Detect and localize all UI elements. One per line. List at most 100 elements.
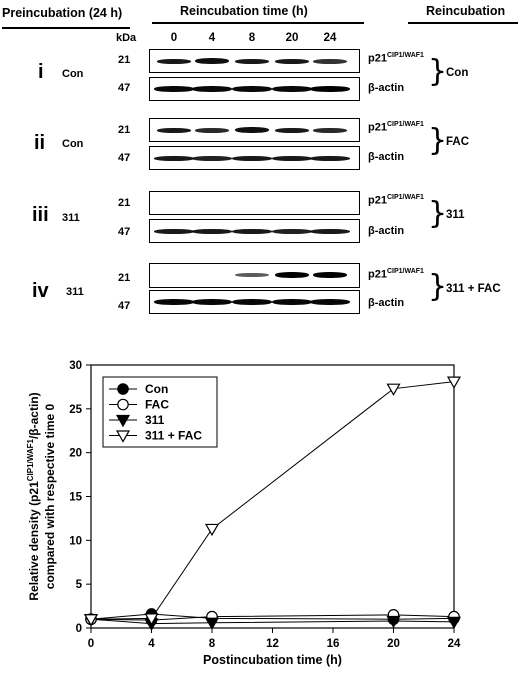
- p21-superscript: CIP1/WAF1: [386, 121, 424, 128]
- lane-time-label: 24: [323, 32, 337, 44]
- legend-marker: [115, 414, 131, 428]
- panel-reincubation-label: Con: [446, 67, 469, 79]
- p21-band: [195, 128, 229, 133]
- legend-marker: [117, 383, 129, 395]
- actin-band: [192, 156, 232, 161]
- p21-superscript: CIP1/WAF1: [386, 268, 424, 275]
- p21-superscript: CIP1/WAF1: [386, 52, 424, 59]
- p21-text: p21: [368, 194, 387, 207]
- p21-band: [157, 59, 191, 64]
- actin-band: [310, 299, 350, 305]
- x-tick-label: 4: [148, 638, 155, 650]
- legend-label: FAC: [145, 398, 169, 412]
- brace-icon: }: [428, 196, 448, 231]
- data-point: [446, 376, 462, 389]
- actin-band: [272, 229, 312, 234]
- panel-reincubation-label: 311 + FAC: [446, 283, 501, 295]
- actin-band: [310, 86, 350, 92]
- x-tick-label: 24: [448, 638, 461, 650]
- actin-protein-label: β-actin: [368, 297, 405, 309]
- panel-preincubation-label: 311: [62, 212, 80, 224]
- x-tick-label: 16: [327, 638, 340, 650]
- actin-band: [232, 299, 272, 305]
- actin-mw-label: 47: [118, 152, 131, 164]
- brace-icon: }: [428, 54, 448, 89]
- lane-time-label: 4: [208, 32, 216, 44]
- p21-band: [157, 128, 191, 133]
- actin-band: [192, 229, 232, 234]
- actin-protein-label: β-actin: [368, 151, 405, 163]
- x-tick-label: 12: [266, 638, 279, 650]
- panel-roman-label: ii: [34, 132, 46, 154]
- actin-blot-strip: [149, 290, 360, 314]
- y-tick-label: 10: [69, 535, 82, 547]
- p21-text: p21: [368, 52, 387, 65]
- actin-band: [192, 86, 232, 92]
- data-point: [446, 616, 462, 630]
- p21-text: p21: [368, 268, 387, 281]
- p21-protein-label: p21CIP1/WAF1: [368, 268, 424, 281]
- lane-time-label: 20: [285, 32, 299, 44]
- panel-reincubation-label: 311: [446, 209, 465, 221]
- x-tick-label: 8: [209, 638, 216, 650]
- p21-band: [235, 59, 269, 64]
- p21-mw-label: 21: [118, 54, 131, 66]
- brace-icon: }: [428, 123, 448, 158]
- actin-mw-label: 47: [118, 82, 131, 94]
- p21-blot-strip: [149, 191, 360, 215]
- actin-band: [272, 299, 312, 305]
- preincubation-header-rule: [2, 27, 130, 29]
- actin-band: [272, 156, 312, 161]
- y-axis-label-line1: Relative density (p21CIP1/WAF1/β-actin): [26, 392, 41, 600]
- panel-roman-label: i: [38, 61, 44, 83]
- p21-band: [275, 272, 309, 278]
- p21-protein-label: p21CIP1/WAF1: [368, 121, 424, 134]
- p21-band: [275, 59, 309, 64]
- p21-band: [275, 128, 309, 133]
- actin-mw-label: 47: [118, 226, 131, 238]
- actin-band: [154, 229, 194, 234]
- y-tick-label: 30: [69, 360, 82, 372]
- kda-label: kDa: [116, 32, 137, 44]
- actin-protein-label: β-actin: [368, 82, 405, 94]
- actin-band: [272, 86, 312, 92]
- y-tick-label: 25: [69, 404, 82, 416]
- p21-mw-label: 21: [118, 124, 131, 136]
- actin-band: [232, 86, 272, 92]
- p21-band: [313, 59, 347, 64]
- actin-band: [310, 229, 350, 234]
- data-point: [83, 614, 99, 627]
- panel-preincubation-label: 311: [66, 286, 84, 298]
- legend-label: Con: [145, 382, 168, 396]
- lane-time-label: 8: [248, 32, 256, 44]
- p21-band: [195, 58, 229, 64]
- panel-reincubation-label: FAC: [446, 136, 469, 148]
- actin-blot-strip: [149, 77, 360, 101]
- p21-blot-strip: [149, 263, 360, 288]
- p21-mw-label: 21: [118, 197, 131, 209]
- panel-roman-label: iii: [32, 204, 49, 226]
- y-axis-label-line2: compared with respective time 0: [43, 403, 57, 589]
- actin-band: [310, 156, 350, 161]
- legend-marker: [117, 398, 129, 411]
- reincubation-time-header: Reincubation time (h): [180, 4, 308, 18]
- actin-mw-label: 47: [118, 300, 131, 312]
- reincubation-header: Reincubation: [426, 4, 506, 18]
- data-point: [204, 617, 220, 630]
- actin-band: [192, 299, 232, 305]
- actin-band: [154, 299, 194, 305]
- data-point: [144, 613, 159, 626]
- actin-band: [232, 229, 272, 234]
- p21-mw-label: 21: [118, 272, 131, 284]
- p21-blot-strip: [149, 118, 360, 142]
- data-point: [386, 383, 401, 396]
- legend-marker: [115, 430, 131, 443]
- actin-band: [232, 156, 272, 161]
- legend-label: 311: [145, 413, 165, 427]
- y-tick-label: 5: [76, 579, 83, 591]
- brace-icon: }: [428, 269, 448, 304]
- actin-band: [154, 156, 194, 161]
- y-tick-label: 20: [69, 448, 82, 460]
- data-point: [386, 615, 401, 629]
- actin-blot-strip: [149, 146, 360, 170]
